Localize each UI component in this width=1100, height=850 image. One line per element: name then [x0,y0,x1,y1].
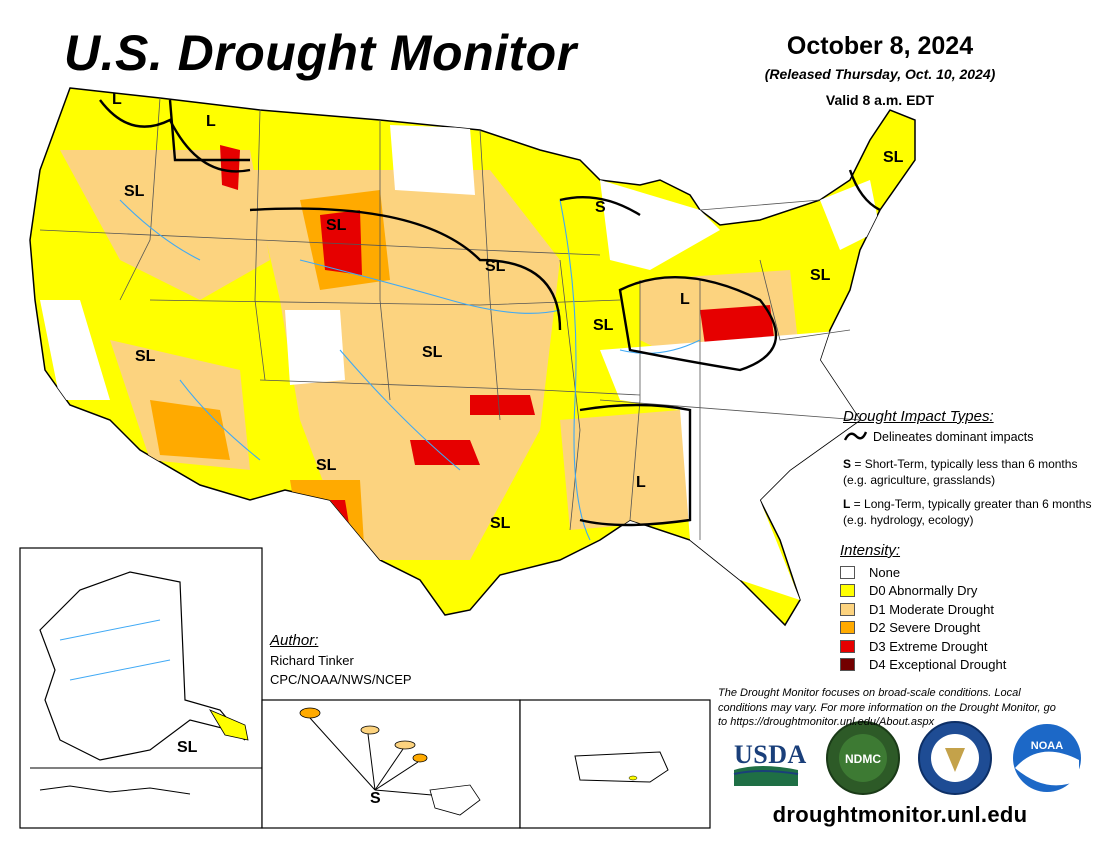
d3-montana [320,210,362,275]
impact-boundaries [99,99,881,527]
d3-kansas [470,395,535,415]
label-sl-iowa: SL [485,258,506,275]
website-link[interactable]: droughtmonitor.unl.edu [772,802,1028,827]
label-l-mississippi: L [636,474,646,491]
legend-label: None [869,564,901,580]
puerto-rico-inset [519,699,711,829]
conus-map [29,87,916,627]
legend-label: D1 Moderate Drought [869,601,995,617]
none-california [40,300,110,400]
label-sl-nevada: SL [135,348,156,365]
intensity-heading: Intensity: [840,542,901,559]
label-sl-illinois: SL [593,317,614,334]
legend-item-d4: D4 Exceptional Drought [840,656,1006,675]
d1-west [60,150,270,300]
intensity-legend: None D0 Abnormally Dry D1 Moderate Droug… [840,563,1006,674]
legend-label: D2 Severe Drought [869,620,981,636]
legend-swatch [840,621,855,635]
impact-long-term-key: L [843,497,851,511]
disclaimer-text: The Drought Monitor focuses on broad-sca… [718,687,1056,728]
hawaii-inset-frame [261,699,521,829]
usda-logo-text: USDA [734,740,807,769]
state-borders [39,97,861,540]
none-colorado [285,310,345,385]
legend-item-d3: D3 Extreme Drought [840,637,1006,656]
legend-item-d0: D0 Abnormally Dry [840,582,1006,601]
label-sl-newyork: SL [810,267,831,284]
legend-swatch [840,639,855,653]
label-sl-montana: SL [326,217,347,234]
d3-wv [700,305,775,345]
rivers [119,199,701,541]
label-l-washington: L [112,91,122,108]
none-north-plains [390,125,475,195]
author-org: CPC/NOAA/NWS/NCEP [270,672,412,687]
author-name: Richard Tinker [270,653,354,668]
label-sl-newmexico: SL [316,457,337,474]
label-sl-texas: SL [490,515,511,532]
ndmc-logo-text: NDMC [845,752,881,766]
alaska-panhandle-d0 [209,709,249,741]
valid-time: Valid 8 a.m. EDT [825,92,935,108]
d2-texas [290,480,365,560]
aleutians [39,785,191,795]
legend-item-d2: D2 Severe Drought [840,619,1006,638]
label-sl-kansas: SL [422,344,443,361]
impact-delineation-note: Delineates dominant impacts [843,430,1034,444]
label-sl-alaska: SL [177,739,198,756]
label-s-hawaii: S [370,790,381,807]
legend-item-d1: D1 Moderate Drought [840,600,1006,619]
impact-long-term-text: = Long-Term, typically greater than 6 mo… [843,497,1092,527]
map-labels: SL L L SL SL S SL SL L SL SL SL SL SL L [112,91,904,532]
legend-item-none: None [840,563,1006,582]
impact-line-sample [843,431,868,441]
label-sl-oregon: SL [124,183,145,200]
legend-swatch [840,565,855,579]
legend-label: D4 Exceptional Drought [869,657,1007,673]
puerto-rico-outline [574,751,669,783]
alaska-inset: SL [19,547,263,829]
legend-label: D0 Abnormally Dry [869,583,978,599]
author-heading: Author: [270,632,319,649]
noaa-logo-text: NOAA [1031,740,1063,752]
impact-types-heading: Drought Impact Types: [843,408,994,425]
d1-gulf [560,410,690,530]
legend-swatch [840,658,855,672]
noaa-logo: NOAA [1013,724,1081,792]
d3-idaho [220,145,240,190]
d4-texas [320,525,352,565]
label-s-wisconsin: S [595,199,606,216]
none-southeast [600,330,860,600]
impact-short-term-key: S [843,457,852,471]
map-date: October 8, 2024 [786,32,974,60]
hawaii-inset: S [261,699,521,829]
usda-logo [733,766,799,786]
d3-oklahoma [410,440,480,465]
legend-swatch [840,602,855,616]
label-sl-maine: SL [883,149,904,166]
page-title: U.S. Drought Monitor [64,25,577,81]
ndmc-seal: NDMC [826,721,900,795]
impact-short-term: S = Short-Term, typically less than 6 mo… [843,456,1093,488]
none-great-lakes [600,180,720,270]
impact-long-term: L = Long-Term, typically greater than 6 … [843,496,1093,528]
legend-swatch [840,584,855,598]
label-l-idaho: L [206,113,216,130]
label-l-ohio: L [680,291,690,308]
impact-short-term-text: = Short-Term, typically less than 6 mont… [843,457,1078,487]
release-date: (Released Thursday, Oct. 10, 2024) [764,66,996,82]
commerce-seal [918,721,992,795]
impact-delineation-label: Delineates dominant impacts [873,430,1034,444]
legend-label: D3 Extreme Drought [869,638,988,654]
